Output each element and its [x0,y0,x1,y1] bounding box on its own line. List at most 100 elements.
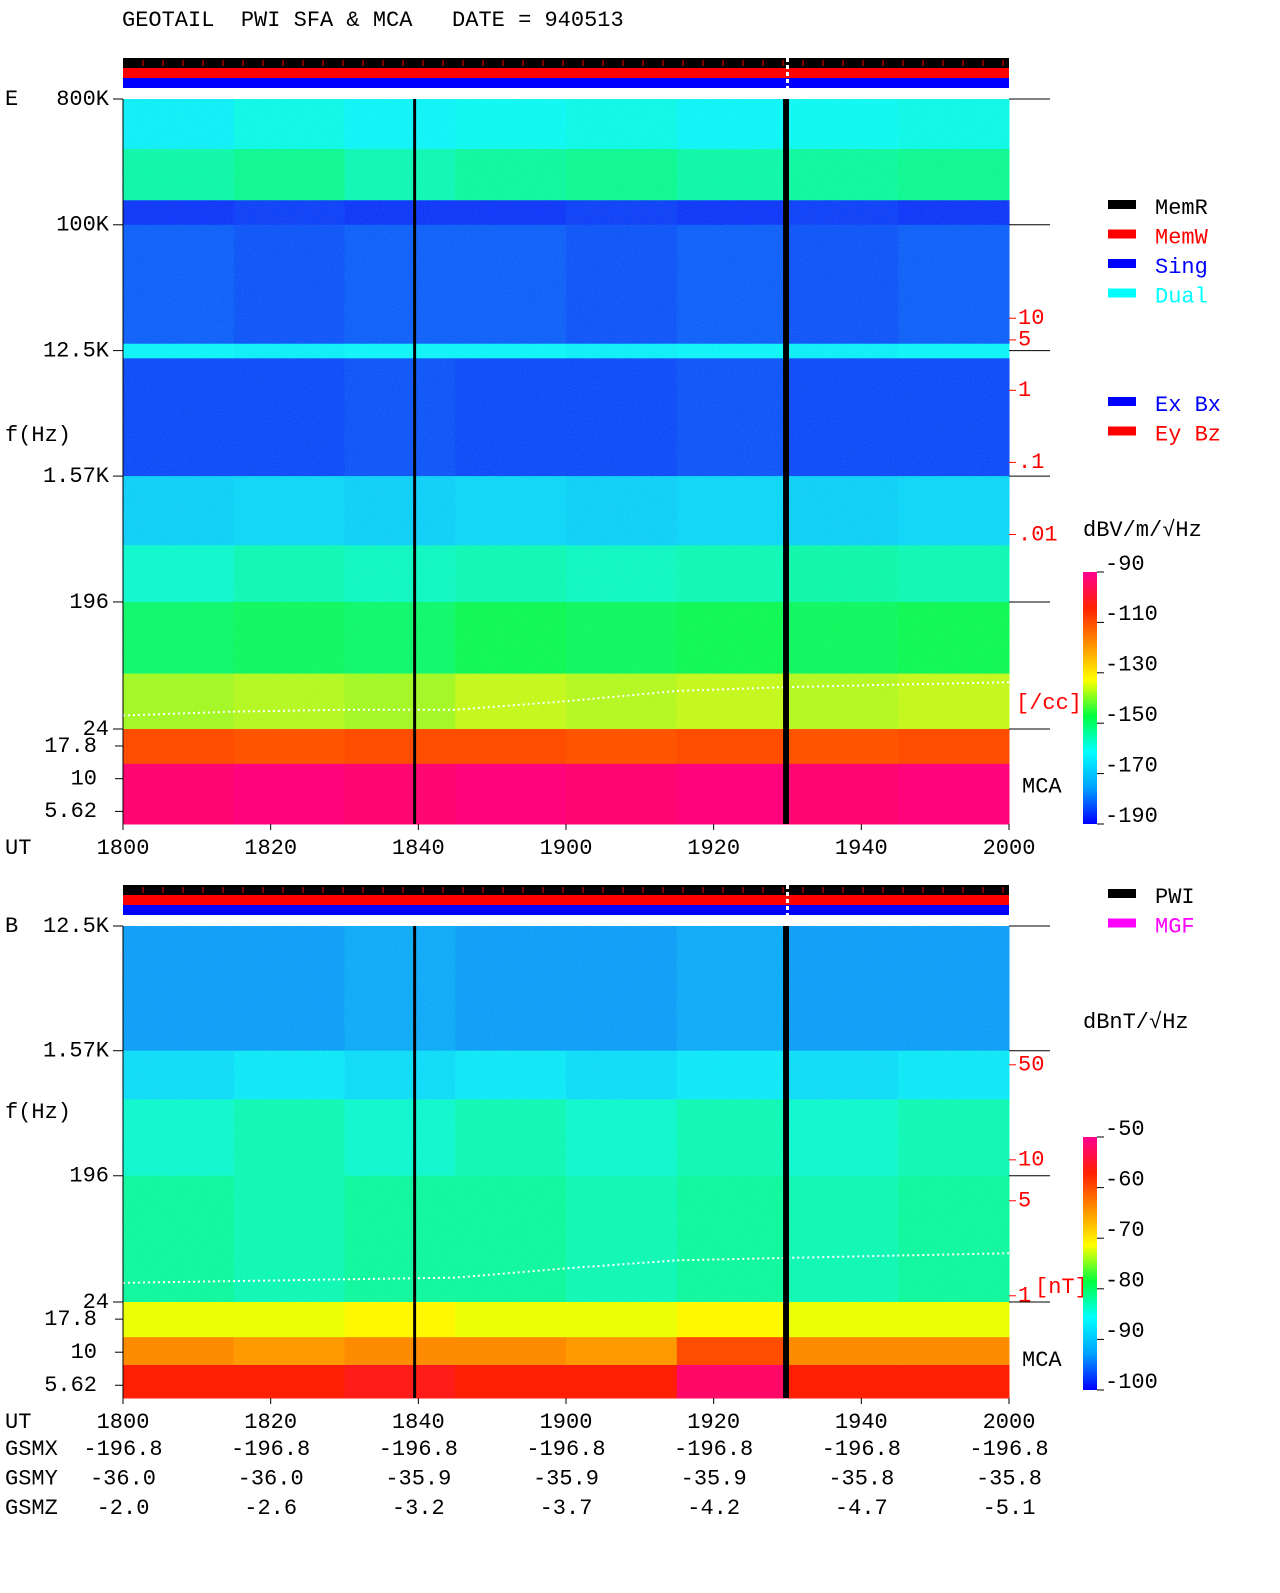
orbit-value: -4.7 [835,1496,888,1521]
legend-label: Dual [1155,284,1208,309]
x-tick-label: 1820 [244,836,297,861]
x-tick-label: 1800 [97,836,150,861]
mca-cell [123,1302,235,1338]
status-bar [123,68,1009,78]
y-tick-label: 100K [56,213,110,238]
y2-tick-label: 1 [1018,1284,1031,1309]
orbit-value: -36.0 [90,1466,156,1491]
mca-cell [898,1365,1010,1399]
mca-tick-label: 5.62 [44,799,97,824]
mca-cell [566,763,678,825]
status-bar [123,905,1009,915]
mca-cell [455,729,567,765]
mca-cell [123,1337,235,1366]
orbit-value: -5.1 [983,1496,1036,1521]
y-tick-label: 12.5K [43,338,110,363]
panel-label: E [5,87,18,112]
orbit-value: -4.2 [687,1496,740,1521]
legend-label: Ey Bz [1155,422,1221,447]
mca-cell [787,729,899,765]
status-bar [123,885,1009,895]
figure-title: GEOTAIL PWI SFA & MCA DATE = 940513 [122,8,624,33]
texture [123,926,1009,1302]
mca-cell [566,1365,678,1399]
y2-tick-label: 5 [1018,328,1031,353]
mca-cell [344,1337,456,1366]
orbit-value: -196.8 [379,1437,458,1462]
orbit-value: -2.6 [244,1496,297,1521]
y2-label: [nT] [1035,1275,1088,1300]
mca-tick-label: 17.8 [44,1307,97,1332]
mca-cell [455,1302,567,1338]
x-axis-label: UT [5,1410,31,1435]
y2-tick-label: 5 [1018,1189,1031,1214]
orbit-value: -3.7 [540,1496,593,1521]
mca-cell [676,729,788,765]
y2-tick-label: 1 [1018,378,1031,403]
mca-cell [566,1302,678,1338]
mca-cell [676,1365,788,1399]
x-tick-label: 1820 [244,1410,297,1435]
y-tick-label: 196 [69,590,109,615]
y-tick-label: 1.57K [43,1039,110,1064]
orbit-row-label: GSMY [5,1466,58,1491]
mca-cell [787,1365,899,1399]
colorbar-tick-label: -80 [1105,1269,1145,1294]
mca-cell [676,1337,788,1366]
mca-cell [566,1337,678,1366]
data-gap [783,926,789,1398]
orbit-value: -2.0 [97,1496,150,1521]
x-tick-label: 1900 [540,836,593,861]
legend-swatch [1108,288,1136,298]
mca-cell [233,1302,345,1338]
mca-cell [233,1365,345,1399]
legend-label: MemR [1155,196,1208,221]
colorbar-label: dBnT/√Hz [1083,1010,1189,1035]
x-tick-label: 2000 [983,1410,1036,1435]
colorbar-tick-label: -60 [1105,1167,1145,1192]
mca-cell [344,1365,456,1399]
legend-swatch [1108,918,1136,928]
mca-cell [344,729,456,765]
x-tick-label: 1800 [97,1410,150,1435]
mca-cell [233,729,345,765]
mca-label: MCA [1022,774,1062,799]
orbit-value: -196.8 [83,1437,162,1462]
orbit-value: -196.8 [822,1437,901,1462]
orbit-value: -3.2 [392,1496,445,1521]
x-tick-label: 1920 [687,1410,740,1435]
y2-tick-label: 50 [1018,1053,1044,1078]
colorbar-tick-label: -50 [1105,1117,1145,1142]
mca-cell [233,1337,345,1366]
orbit-value: -35.8 [828,1466,894,1491]
mca-cell [123,1365,235,1399]
legend-label: PWI [1155,885,1195,910]
x-tick-label: 1840 [392,1410,445,1435]
colorbar [1083,1137,1097,1390]
orbit-value: -35.9 [533,1466,599,1491]
y-tick-label: 800K [56,87,110,112]
colorbar-tick-label: -170 [1105,753,1158,778]
mca-cell [455,763,567,825]
mca-cell [898,1337,1010,1366]
legend-swatch [1108,426,1136,436]
orbit-value: -35.9 [681,1466,747,1491]
orbit-value: -36.0 [238,1466,304,1491]
legend-label: Sing [1155,255,1208,280]
legend-swatch [1108,259,1136,268]
y-tick-label: 1.57K [43,464,110,489]
x-tick-label: 2000 [983,836,1036,861]
mca-cell [455,1337,567,1366]
mca-cell [898,1302,1010,1338]
orbit-value: -196.8 [231,1437,310,1462]
texture [123,99,1009,729]
orbit-value: -35.8 [976,1466,1042,1491]
x-tick-label: 1840 [392,836,445,861]
orbit-value: -196.8 [674,1437,753,1462]
mca-cell [676,1302,788,1338]
x-tick-label: 1940 [835,836,888,861]
mca-cell [787,1302,899,1338]
status-bar [123,895,1009,905]
legend-swatch [1108,889,1136,898]
